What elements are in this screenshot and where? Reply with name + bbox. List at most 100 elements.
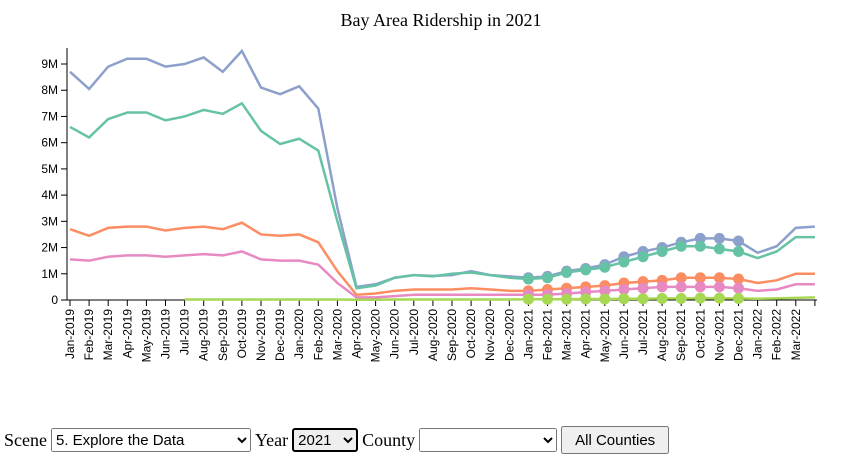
x-tick-label: Sep-2021 — [674, 309, 688, 361]
point — [675, 240, 687, 252]
county-label: County — [362, 429, 416, 450]
point — [733, 292, 744, 304]
x-tick-label: Dec-2021 — [732, 309, 746, 361]
series-line — [184, 296, 815, 301]
y-tick-label: 3M — [41, 214, 58, 228]
point — [733, 273, 744, 285]
x-tick-label: Nov-2021 — [712, 309, 726, 361]
chart-title: Bay Area Ridership in 2021 — [341, 10, 542, 30]
x-tick-label: Jun-2020 — [388, 309, 402, 359]
point — [580, 264, 592, 276]
series-line — [69, 48, 815, 289]
point — [522, 273, 534, 285]
x-tick-label: Feb-2022 — [770, 309, 784, 361]
x-tick-label: Mar-2019 — [101, 309, 115, 361]
controls: Scene 5. Explore the Data Year 2021 Coun… — [4, 426, 670, 454]
point — [599, 285, 611, 297]
y-tick-label: 4M — [41, 188, 58, 202]
x-tick-label: Sep-2020 — [445, 309, 459, 361]
x-tick-label: Apr-2021 — [579, 309, 593, 359]
point — [580, 293, 592, 305]
point — [599, 293, 611, 305]
point — [561, 293, 573, 305]
x-tick-label: Apr-2019 — [120, 309, 134, 359]
point — [733, 245, 744, 257]
point — [599, 261, 611, 273]
point — [713, 281, 725, 293]
x-tick-label: Aug-2020 — [426, 309, 440, 361]
point — [637, 251, 649, 263]
point — [618, 293, 630, 305]
y-tick-label: 2M — [41, 241, 58, 255]
x-tick-label: Mar-2022 — [789, 309, 803, 361]
y-tick-label: 7M — [41, 109, 58, 123]
x-tick-label: Oct-2019 — [235, 309, 249, 359]
point — [694, 292, 706, 304]
point — [694, 281, 706, 293]
x-tick-label: Aug-2021 — [655, 309, 669, 361]
year-select[interactable]: 2021 — [292, 428, 359, 452]
point — [618, 284, 630, 296]
x-tick-label: Jan-2022 — [751, 309, 765, 359]
point — [656, 281, 668, 293]
y-tick-label: 5M — [41, 162, 58, 176]
x-tick-label: Nov-2019 — [254, 309, 268, 361]
point — [713, 272, 725, 284]
x-tick-label: Nov-2020 — [483, 309, 497, 361]
point — [522, 293, 534, 305]
point — [542, 293, 553, 305]
point — [713, 292, 725, 304]
scene-label: Scene — [4, 429, 47, 450]
point — [733, 235, 744, 247]
x-tick-label: Oct-2021 — [693, 309, 707, 359]
scene-select[interactable]: 5. Explore the Data — [50, 428, 251, 452]
year-label: Year — [254, 429, 289, 450]
point — [561, 266, 573, 278]
x-tick-label: Feb-2021 — [541, 309, 555, 361]
x-tick-label: Jun-2021 — [617, 309, 631, 359]
point — [694, 272, 706, 284]
point — [542, 272, 553, 284]
point — [618, 256, 630, 268]
x-tick-label: Feb-2019 — [82, 309, 96, 361]
x-tick-label: Oct-2020 — [464, 309, 478, 359]
x-tick-label: Jan-2021 — [521, 309, 535, 359]
x-tick-label: Dec-2020 — [502, 309, 516, 361]
point — [713, 232, 725, 244]
x-tick-label: Jul-2019 — [178, 309, 192, 355]
all-counties-button[interactable]: All Counties — [561, 426, 670, 454]
series-line — [69, 101, 815, 290]
point — [637, 293, 649, 305]
x-tick-label: Mar-2021 — [560, 309, 574, 361]
y-tick-label: 9M — [41, 57, 58, 71]
x-tick-label: Sep-2019 — [216, 309, 230, 361]
point — [637, 282, 649, 294]
x-tick-label: Jan-2019 — [63, 309, 77, 359]
point — [733, 282, 744, 294]
x-tick-label: May-2019 — [139, 309, 153, 363]
x-tick-label: Dec-2019 — [273, 309, 287, 361]
x-tick-label: Jul-2020 — [407, 309, 421, 355]
y-tick-label: 6M — [41, 136, 58, 150]
x-tick-label: Aug-2019 — [197, 309, 211, 361]
x-tick-label: Mar-2020 — [330, 309, 344, 361]
point — [675, 292, 687, 304]
x-tick-label: May-2020 — [369, 309, 383, 363]
series-line — [69, 250, 815, 299]
y-tick-label: 1M — [41, 267, 58, 281]
point — [675, 272, 687, 284]
x-tick-label: May-2021 — [598, 309, 612, 363]
x-tick-label: Jul-2021 — [636, 309, 650, 355]
x-tick-label: Jan-2020 — [292, 309, 306, 359]
point — [694, 240, 706, 252]
point — [694, 232, 706, 244]
series-line — [69, 221, 815, 297]
point — [656, 245, 668, 257]
point — [675, 281, 687, 293]
point — [656, 292, 668, 304]
point — [713, 243, 725, 255]
x-tick-label: Apr-2020 — [350, 309, 364, 359]
county-select[interactable] — [419, 428, 558, 452]
y-tick-label: 0 — [51, 293, 58, 307]
